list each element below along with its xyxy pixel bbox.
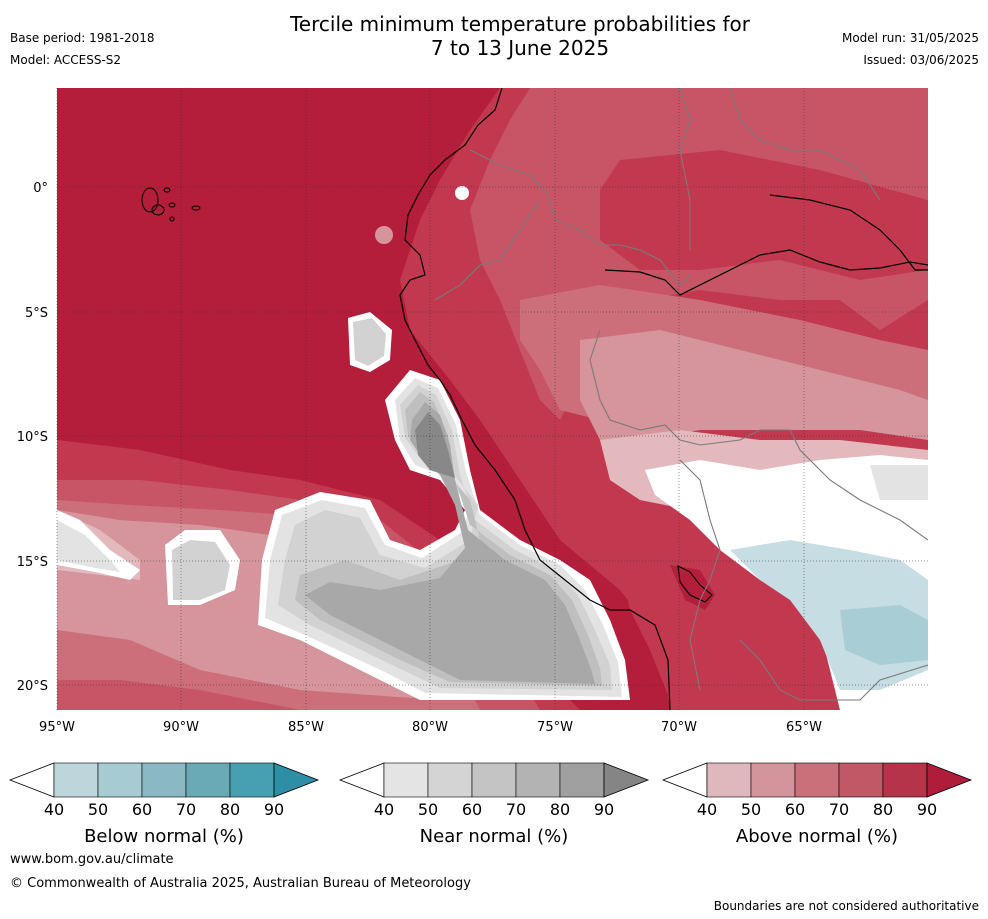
colorbar-segment [706, 762, 752, 798]
interior-above-50 [580, 330, 928, 440]
map-gridlines [56, 88, 928, 710]
title-line-2: 7 to 13 June 2025 [430, 36, 610, 60]
probability-map [57, 88, 928, 710]
lon-label-85w: 85°W [288, 720, 324, 735]
colorbar-extend-low [8, 762, 55, 798]
lat-label-10s: 10°S [17, 430, 48, 445]
colorbar-tick-label: 90 [264, 800, 284, 819]
colorbar-segment [141, 762, 187, 798]
colorbar-segment [383, 762, 429, 798]
colorbar-tick-label: 70 [829, 800, 849, 819]
colorbar-segment [559, 762, 605, 798]
lat-label-0: 0° [33, 181, 48, 196]
colorbar-tick-label: 90 [917, 800, 937, 819]
map-title: Tercile minimum temperature probabilitie… [200, 12, 840, 60]
lon-label-80w: 80°W [412, 720, 448, 735]
colorbar-tick-label: 40 [374, 800, 394, 819]
colorbar-segment [427, 762, 473, 798]
ocean-near-90-plume [415, 412, 455, 478]
colorbar-extend-high [926, 762, 973, 798]
lon-label-95w: 95°W [39, 720, 75, 735]
ocean-near-60-island [172, 540, 230, 600]
footer-copyright: © Commonwealth of Australia 2025, Austra… [10, 876, 471, 891]
colorbar-title: Near normal (%) [420, 826, 569, 847]
interior-near-50 [870, 465, 928, 500]
amazon-river [604, 249, 928, 296]
north-above-80-band [600, 150, 928, 280]
andes-above-90 [670, 565, 715, 610]
colorbar-title: Below normal (%) [84, 826, 244, 847]
colorbar-extend-high [603, 762, 650, 798]
colorbar-near-normal: 40 50 60 70 80 90 Near normal (%) [338, 762, 650, 847]
country-boundaries [434, 88, 928, 701]
colorbar-below-normal: 40 50 60 70 80 90 Below normal (%) [8, 762, 320, 847]
issued-date: Issued: 03/06/2025 [863, 53, 979, 67]
lat-label-5s: 5°S [25, 306, 48, 321]
colorbar-tick-label: 50 [88, 800, 108, 819]
ocean-near-60-patch [353, 318, 386, 366]
base-period: Base period: 1981-2018 [10, 31, 155, 45]
lon-label-70w: 70°W [661, 720, 697, 735]
colorbar-tick-label: 50 [418, 800, 438, 819]
colorbar-segment [229, 762, 275, 798]
lat-label-15s: 15°S [17, 555, 48, 570]
colorbar-tick-label: 60 [785, 800, 805, 819]
ocean-near-50-west [57, 520, 120, 572]
ocean-near-80-plume [305, 402, 595, 684]
colorbar-segment [882, 762, 928, 798]
colorbar-tick-label: 40 [697, 800, 717, 819]
colorbar-above-normal: 40 50 60 70 80 90 Above normal (%) [661, 762, 973, 847]
offshore-above-50-spot [375, 226, 393, 244]
colorbar-segment [838, 762, 884, 798]
footer-disclaimer: Boundaries are not considered authoritat… [713, 899, 979, 913]
coast-neutral-spot [455, 186, 469, 200]
colorbar-tick-label: 50 [741, 800, 761, 819]
colorbar-segment [750, 762, 796, 798]
colorbar-segment [53, 762, 99, 798]
colorbar-extend-low [338, 762, 385, 798]
colorbar-segment [471, 762, 517, 798]
colorbar-segment [515, 762, 561, 798]
colorbar-extend-low [661, 762, 708, 798]
colorbar-extend-high [273, 762, 320, 798]
model-name: Model: ACCESS-S2 [10, 53, 122, 67]
model-run: Model run: 31/05/2025 [841, 31, 979, 45]
colorbar-tick-label: 70 [506, 800, 526, 819]
lat-label-20s: 20°S [17, 679, 48, 694]
title-line-1: Tercile minimum temperature probabilitie… [289, 12, 751, 36]
colorbar-tick-label: 70 [176, 800, 196, 819]
colorbar-segment [97, 762, 143, 798]
model-info: Base period: 1981-2018 Model: ACCESS-S2 [10, 31, 155, 75]
colorbar-tick-label: 90 [594, 800, 614, 819]
run-info: Model run: 31/05/2025 Issued: 03/06/2025 [842, 31, 979, 75]
colorbar-tick-label: 40 [44, 800, 64, 819]
colorbar-tick-label: 60 [462, 800, 482, 819]
lon-label-65w: 65°W [786, 720, 822, 735]
interior-below-50 [840, 605, 928, 665]
lon-label-75w: 75°W [537, 720, 573, 735]
north-coastline [769, 194, 928, 271]
galapagos-islands [141, 187, 201, 222]
colorbar-segment [794, 762, 840, 798]
colorbar-segment [185, 762, 231, 798]
colorbar-tick-label: 80 [220, 800, 240, 819]
colorbar-tick-label: 80 [550, 800, 570, 819]
lon-label-90w: 90°W [163, 720, 199, 735]
lake-titicaca [677, 565, 713, 603]
colorbar-tick-label: 80 [873, 800, 893, 819]
footer-url[interactable]: www.bom.gov.au/climate [10, 852, 174, 867]
colorbar-title: Above normal (%) [736, 826, 898, 847]
colorbar-tick-label: 60 [132, 800, 152, 819]
